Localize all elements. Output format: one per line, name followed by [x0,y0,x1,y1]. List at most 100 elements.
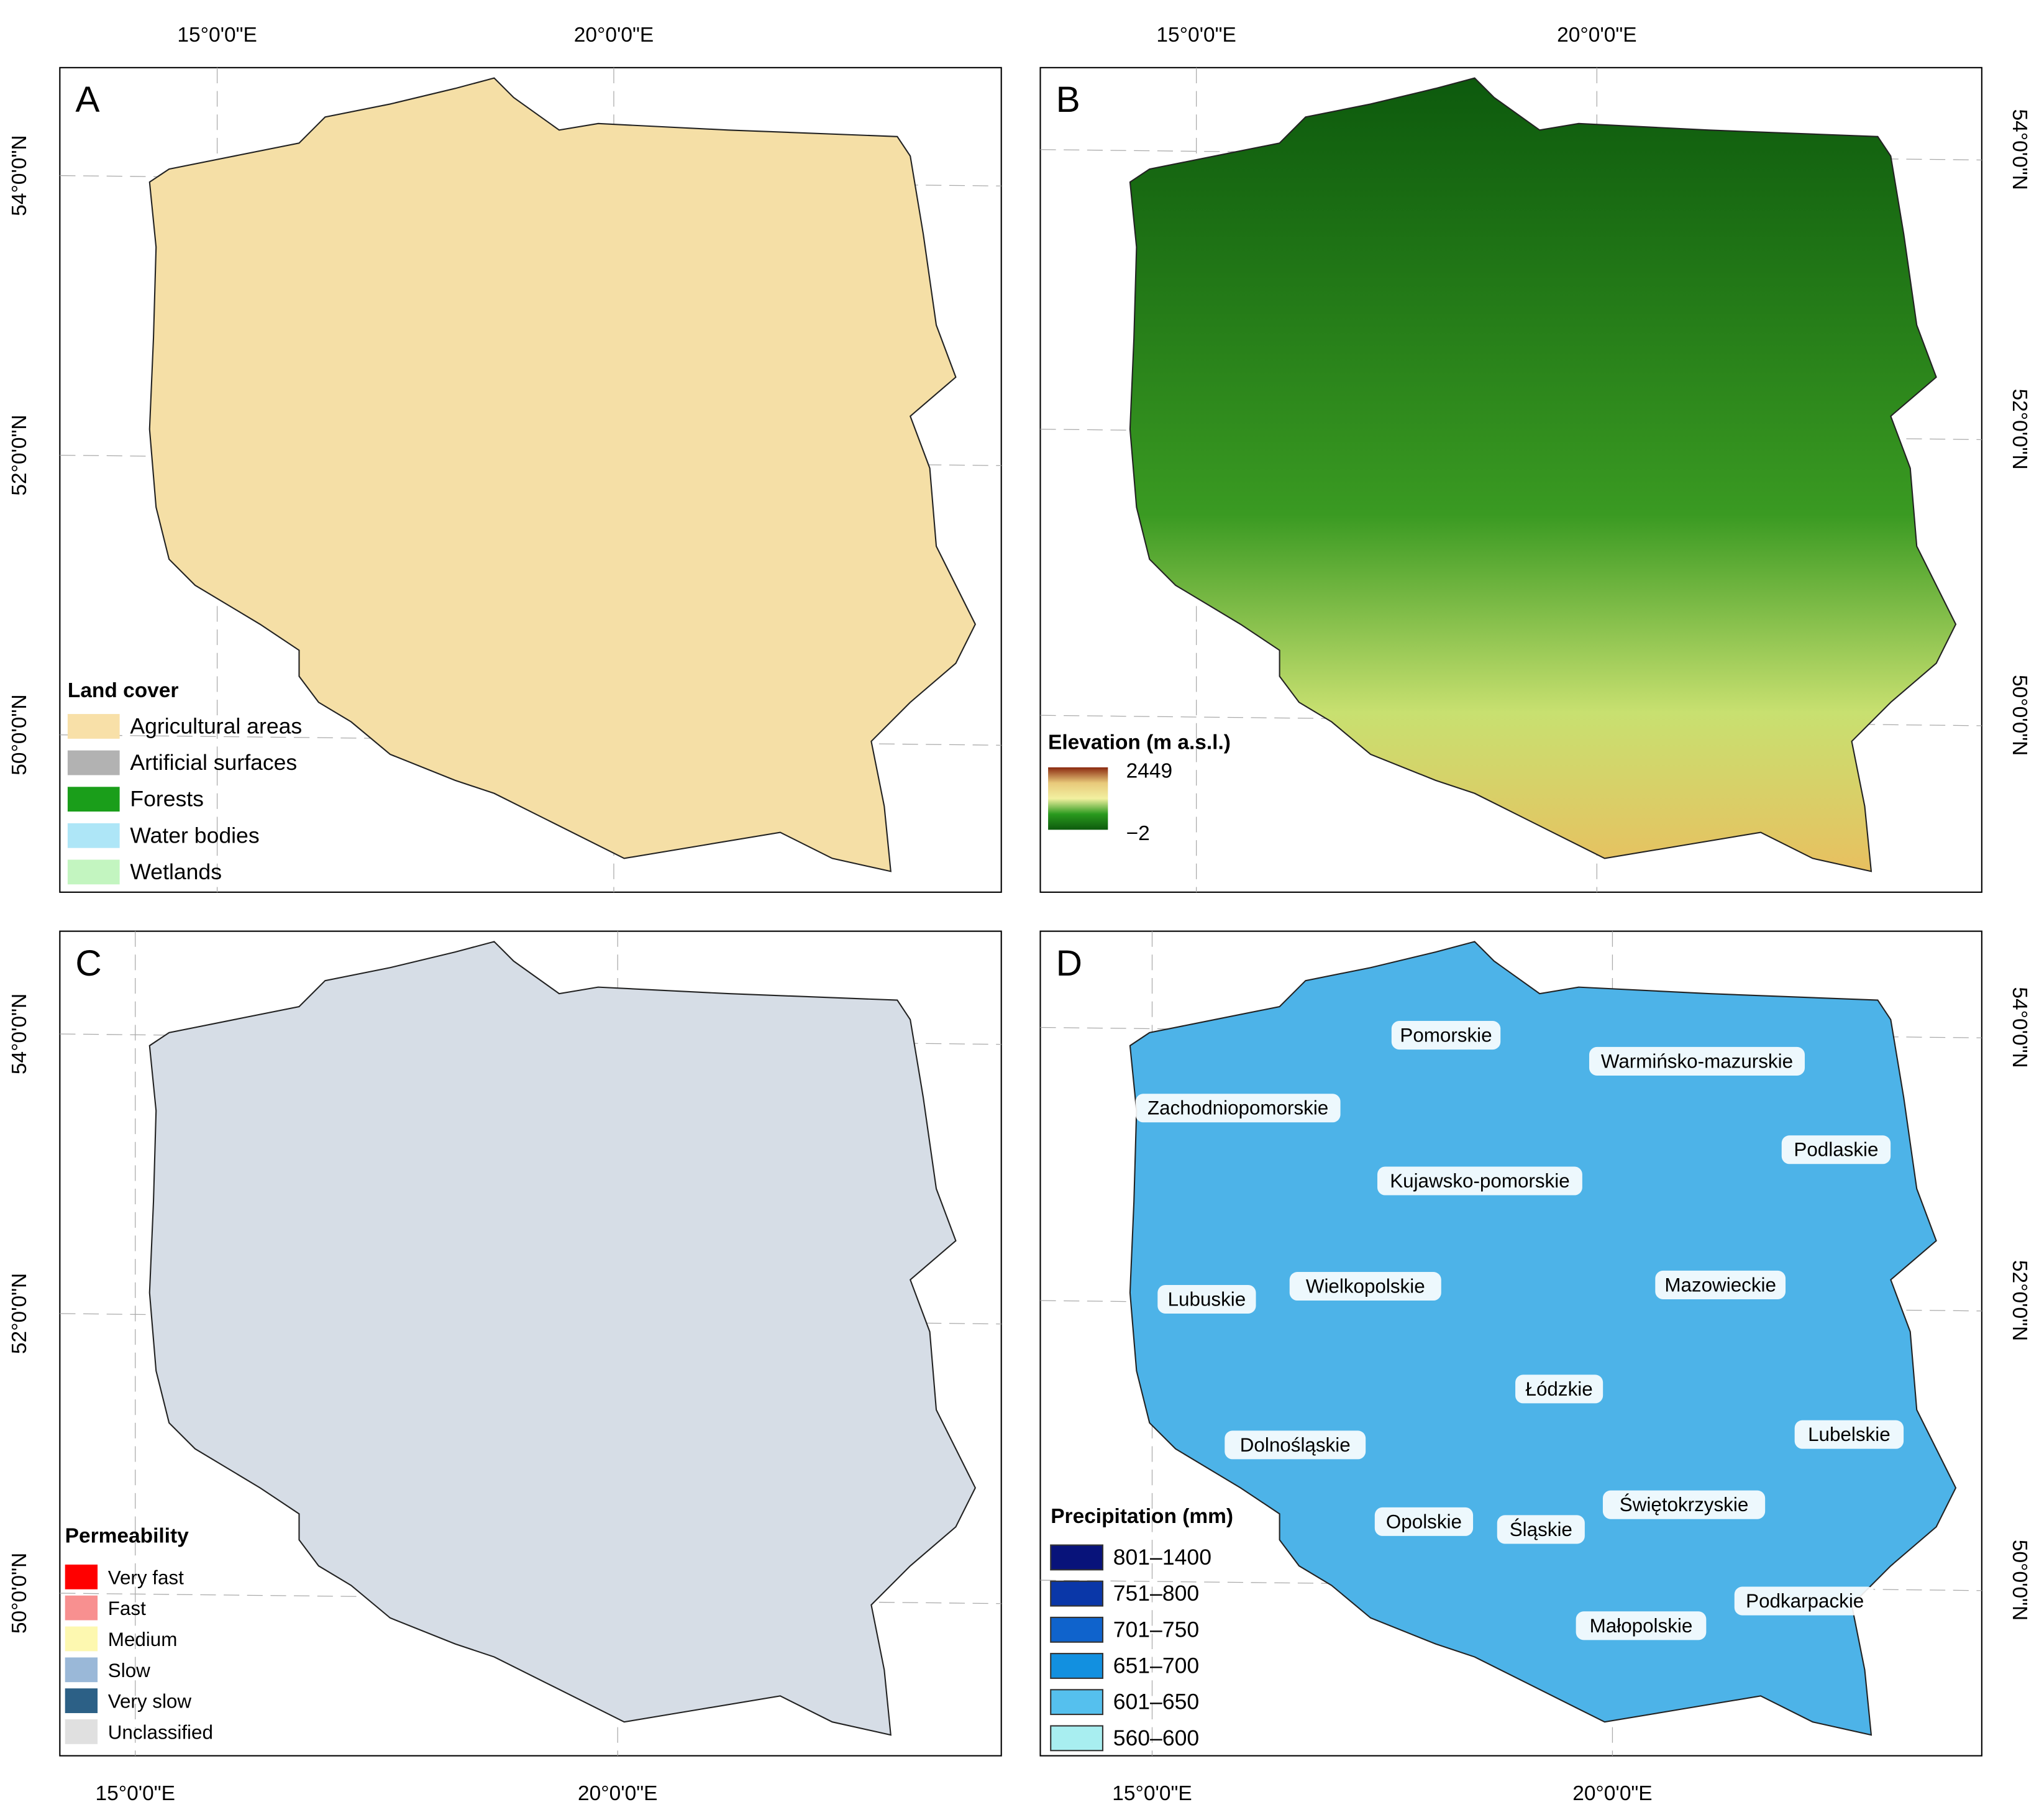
region-label-box [1135,1094,1341,1123]
longitude-label: 20°0'0"E [1572,1782,1652,1805]
region-label-box [1374,1507,1474,1536]
map-country [148,941,977,1736]
legend-label: Unclassified [108,1721,213,1743]
latitude-label: 50°0'0"N [2008,1540,2031,1621]
panel-letter: D [1056,943,1082,984]
region-label: Łódzkie [1526,1378,1593,1400]
region-label: Wielkopolskie [1306,1275,1425,1297]
region-label: Dolnośląskie [1240,1434,1351,1456]
region-label: Świętokrzyskie [1620,1493,1748,1516]
region-label-box [1655,1270,1786,1299]
region-label-box [1497,1515,1585,1544]
region-label-box [1734,1586,1876,1616]
longitude-label: 20°0'0"E [578,1782,657,1805]
legend-label: 751–800 [1113,1581,1200,1606]
legend-label: Artificial surfaces [130,750,297,775]
legend-swatch [65,1564,98,1589]
legend-label: 560–600 [1113,1726,1200,1750]
region-label-box [1794,1420,1904,1449]
latitude-label: 52°0'0"N [8,414,31,495]
region-label: Lubuskie [1168,1288,1246,1310]
legend-swatch [67,823,120,848]
longitude-label: 20°0'0"E [1557,24,1636,47]
legend-swatch [67,787,120,812]
panel-letter: A [75,80,99,120]
panel-b: B 15°0'0"E 20°0'0"E 54°0'0"N 52°0'0"N 50°0'0"… [1039,24,2031,893]
region-label: Śląskie [1510,1518,1572,1540]
latitude-label: 50°0'0"N [8,1553,31,1634]
region-label-box [1289,1272,1441,1301]
legend-swatch [65,1688,98,1713]
map-country [148,77,977,872]
legend-title: Elevation (m a.s.l.) [1048,731,1231,754]
region-label: Pomorskie [1400,1025,1492,1046]
legend-swatch [65,1719,98,1744]
region-label: Podlaskie [1794,1139,1878,1161]
longitude-label: 15°0'0"E [96,1782,175,1805]
region-label-box [1391,1021,1501,1050]
region-label: Lubelskie [1808,1424,1891,1445]
legend-label: 801–1400 [1113,1545,1211,1570]
legend-max: 2449 [1126,760,1172,783]
latitude-label: 54°0'0"N [8,994,31,1074]
region-label-box [1157,1284,1256,1314]
legend-swatch [67,714,120,739]
region-label-box [1589,1046,1805,1076]
legend-swatch [1050,1725,1104,1752]
legend-title: Precipitation (mm) [1051,1505,1233,1528]
longitude-label: 15°0'0"E [1156,24,1236,47]
longitude-label: 15°0'0"E [1112,1782,1192,1805]
latitude-label: 54°0'0"N [2008,109,2031,190]
legend-swatch [1050,1616,1104,1643]
legend-swatch [1050,1544,1104,1571]
latitude-label: 52°0'0"N [2008,389,2031,470]
longitude-label: 20°0'0"E [574,24,654,47]
region-label: Mazowieckie [1664,1274,1776,1296]
region-label: Małopolskie [1590,1615,1693,1637]
legend-swatch [67,859,120,885]
legend-label: 651–700 [1113,1653,1200,1678]
region-label-box [1225,1430,1366,1460]
legend-swatch [1050,1689,1104,1716]
map-country [1129,77,1957,872]
panel-letter: B [1056,80,1080,120]
region-label-box [1576,1611,1707,1640]
legend-label: Agricultural areas [130,713,302,738]
legend-swatch [1050,1653,1104,1679]
legend-title: Land cover [68,679,179,702]
legend-label: Water bodies [130,823,259,848]
legend-gradient [1048,767,1108,830]
longitude-label: 15°0'0"E [177,24,257,47]
region-label-box [1377,1166,1582,1196]
latitude-label: 54°0'0"N [2008,987,2031,1068]
region-label: Zachodniopomorskie [1147,1097,1328,1119]
latitude-label: 50°0'0"N [8,694,31,775]
region-label-box [1781,1135,1891,1164]
legend-swatch [65,1626,98,1652]
legend-label: Very fast [108,1566,184,1588]
region-label: Kujawsko-pomorskie [1390,1170,1569,1192]
latitude-label: 54°0'0"N [8,135,31,216]
panel-c: C 15°0'0"E 20°0'0"E 54°0'0"N 52°0'0"N 50°0'0"… [8,930,1002,1805]
legend-label: Very slow [108,1691,192,1713]
region-label-box [1602,1490,1766,1519]
latitude-label: 52°0'0"N [2008,1260,2031,1341]
panel-d: D 15°0'0"E 20°0'0"E 54°0'0"N 52°0'0"N 50°0'0"… [1039,930,2031,1805]
legend-label: Fast [108,1598,146,1619]
legend-title: Permeability [65,1524,189,1547]
legend-swatch [1050,1580,1104,1607]
region-label: Warmińsko-mazurskie [1601,1050,1793,1072]
region-label-box [1515,1374,1603,1404]
legend-label: Wetlands [130,859,222,884]
legend-label: 701–750 [1113,1617,1200,1642]
legend-min: −2 [1126,822,1150,845]
panel-a: A 15°0'0"E 20°0'0"E 54°0'0"N 52°0'0"N 50°0'0"… [8,24,1002,893]
legend-swatch [67,750,120,775]
legend-swatch [65,1595,98,1621]
latitude-label: 50°0'0"N [2008,675,2031,756]
legend-label: Medium [108,1629,178,1650]
legend-swatch [65,1657,98,1683]
panel-letter: C [75,943,101,984]
